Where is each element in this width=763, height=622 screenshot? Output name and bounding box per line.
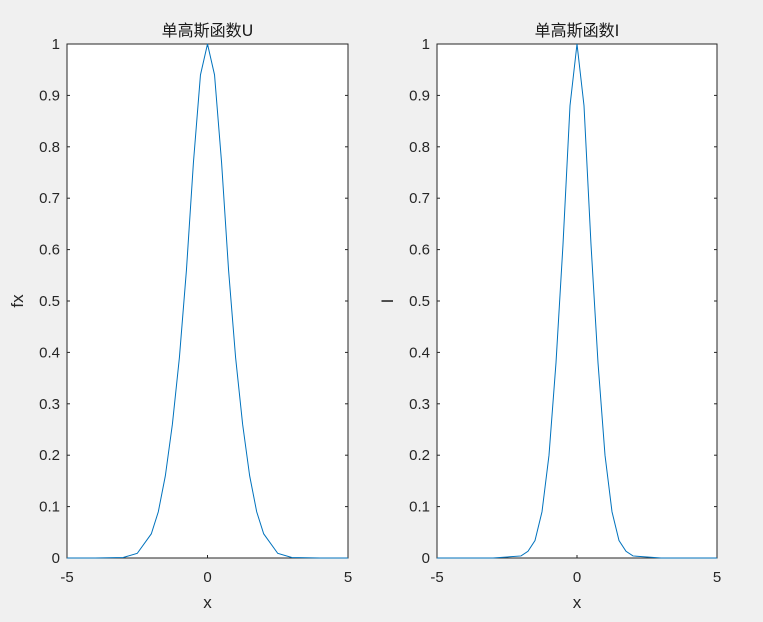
- chart-title: 单高斯函数I: [535, 21, 620, 40]
- y-tick-label: 0.1: [409, 499, 430, 516]
- y-tick-label: 0.6: [409, 242, 430, 259]
- x-tick-label: 0: [573, 569, 581, 586]
- plot-area: [436, 43, 718, 559]
- x-axis-label: x: [203, 593, 212, 612]
- y-tick-label: 0: [422, 550, 430, 567]
- y-tick-label: 0.9: [409, 87, 430, 104]
- chart-panel-2: 00.10.20.30.40.50.60.70.80.91-5 0 5单高斯函数Ix…: [378, 21, 721, 612]
- x-tick-label: -5: [430, 569, 443, 586]
- y-tick-label: 0.6: [39, 242, 60, 259]
- y-tick-label: 1: [52, 36, 60, 53]
- y-tick-label: 1: [422, 36, 430, 53]
- y-tick-label: 0.3: [409, 396, 430, 413]
- x-tick-label: -5: [60, 569, 73, 586]
- y-axis-label: fx: [8, 294, 27, 308]
- y-tick-label: 0.8: [39, 139, 60, 156]
- y-tick-label: 0.7: [39, 190, 60, 207]
- series-line: [67, 43, 348, 559]
- y-axis-label: I: [378, 299, 397, 304]
- y-tick-label: 0.9: [39, 87, 60, 104]
- chart-panel-1: 00.10.20.30.40.50.60.70.80.91-5 0 5单高斯函数Ux…: [8, 21, 352, 612]
- y-tick-label: 0.5: [409, 293, 430, 310]
- y-tick-label: 0.3: [39, 396, 60, 413]
- y-tick-label: 0.7: [409, 190, 430, 207]
- plot-area: [66, 43, 349, 559]
- y-tick-label: 0: [52, 550, 60, 567]
- y-tick-label: 0.5: [39, 293, 60, 310]
- x-axis-label: x: [573, 593, 582, 612]
- y-tick-label: 0.4: [409, 344, 430, 361]
- x-tick-label: 0: [203, 569, 211, 586]
- series-line: [437, 43, 717, 559]
- y-tick-label: 0.1: [39, 499, 60, 516]
- x-tick-label: 5: [344, 569, 352, 586]
- y-tick-label: 0.4: [39, 344, 60, 361]
- y-tick-label: 0.8: [409, 139, 430, 156]
- chart-title: 单高斯函数U: [162, 21, 254, 40]
- y-tick-label: 0.2: [39, 447, 60, 464]
- y-tick-label: 0.2: [409, 447, 430, 464]
- x-tick-label: 5: [713, 569, 721, 586]
